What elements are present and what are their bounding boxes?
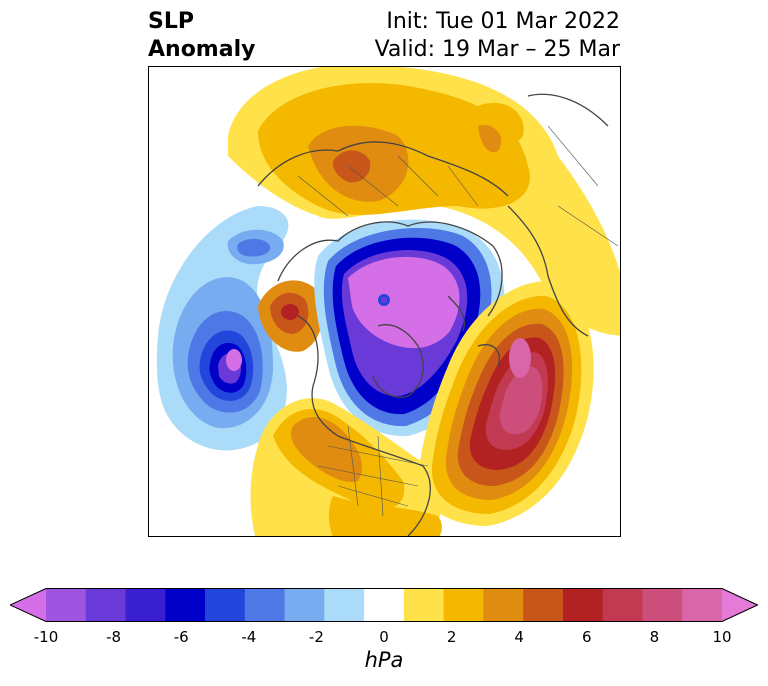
date-info: Init: Tue 01 Mar 2022 Valid: 19 Mar – 25… <box>375 8 620 64</box>
eurasia-high-anomaly <box>228 66 621 336</box>
colorbar-tick-label: 10 <box>712 628 732 646</box>
alaska-high-anomaly <box>258 280 323 352</box>
colorbar-extend-max <box>722 588 758 622</box>
colorbar-tick-label: -6 <box>173 628 189 646</box>
coastlines <box>257 93 609 537</box>
title-line-2: Anomaly <box>148 37 256 62</box>
colorbar-segment <box>125 588 166 622</box>
colorbar-segment <box>443 588 484 622</box>
colorbar-segment <box>46 588 87 622</box>
colorbar-segment <box>523 588 564 622</box>
colorbar-segment <box>205 588 246 622</box>
colorbar-tick-label: -8 <box>106 628 122 646</box>
colorbar-tick-label: -10 <box>33 628 59 646</box>
colorbar-tick-label: -4 <box>241 628 257 646</box>
political-borders <box>297 125 619 517</box>
atlantic-high-anomaly <box>418 281 594 526</box>
colorbar-extend-min <box>10 588 46 622</box>
colorbar-segment <box>85 588 127 622</box>
colorbar-tick-label: 2 <box>446 628 457 646</box>
colorbar-segment <box>244 588 286 622</box>
colorbar-unit-label: hPa <box>364 648 404 672</box>
map-frame <box>148 66 621 537</box>
colorbar-outline <box>10 588 758 622</box>
colorbar <box>10 588 758 622</box>
valid-range: Valid: 19 Mar – 25 Mar <box>374 37 620 62</box>
colorbar-tick-label: 6 <box>582 628 592 646</box>
colorbar-segment <box>483 588 524 622</box>
colorbar-tick-label: -2 <box>308 628 324 646</box>
colorbar-tick-label: 4 <box>514 628 524 646</box>
title-line-1: SLP <box>148 9 194 34</box>
colorbar-segment <box>562 588 604 622</box>
colorbar-segment <box>324 588 365 622</box>
colorbar-segment <box>642 588 683 622</box>
colorbar-segment <box>284 588 325 622</box>
init-date: Init: Tue 01 Mar 2022 <box>386 9 620 34</box>
colorbar-segment <box>682 588 723 622</box>
colorbar-segment <box>403 588 445 622</box>
colorbar-segment <box>364 588 405 622</box>
colorbar-tick-label: 0 <box>379 628 389 646</box>
chart-title: SLP Anomaly <box>148 8 255 64</box>
pacific-low-anomaly <box>156 206 289 451</box>
slp-anomaly-map <box>148 66 621 537</box>
colorbar-segment <box>165 588 206 622</box>
colorbar-segments <box>10 588 758 622</box>
colorbar-tick-label: 8 <box>649 628 660 646</box>
colorbar-segment <box>602 588 643 622</box>
